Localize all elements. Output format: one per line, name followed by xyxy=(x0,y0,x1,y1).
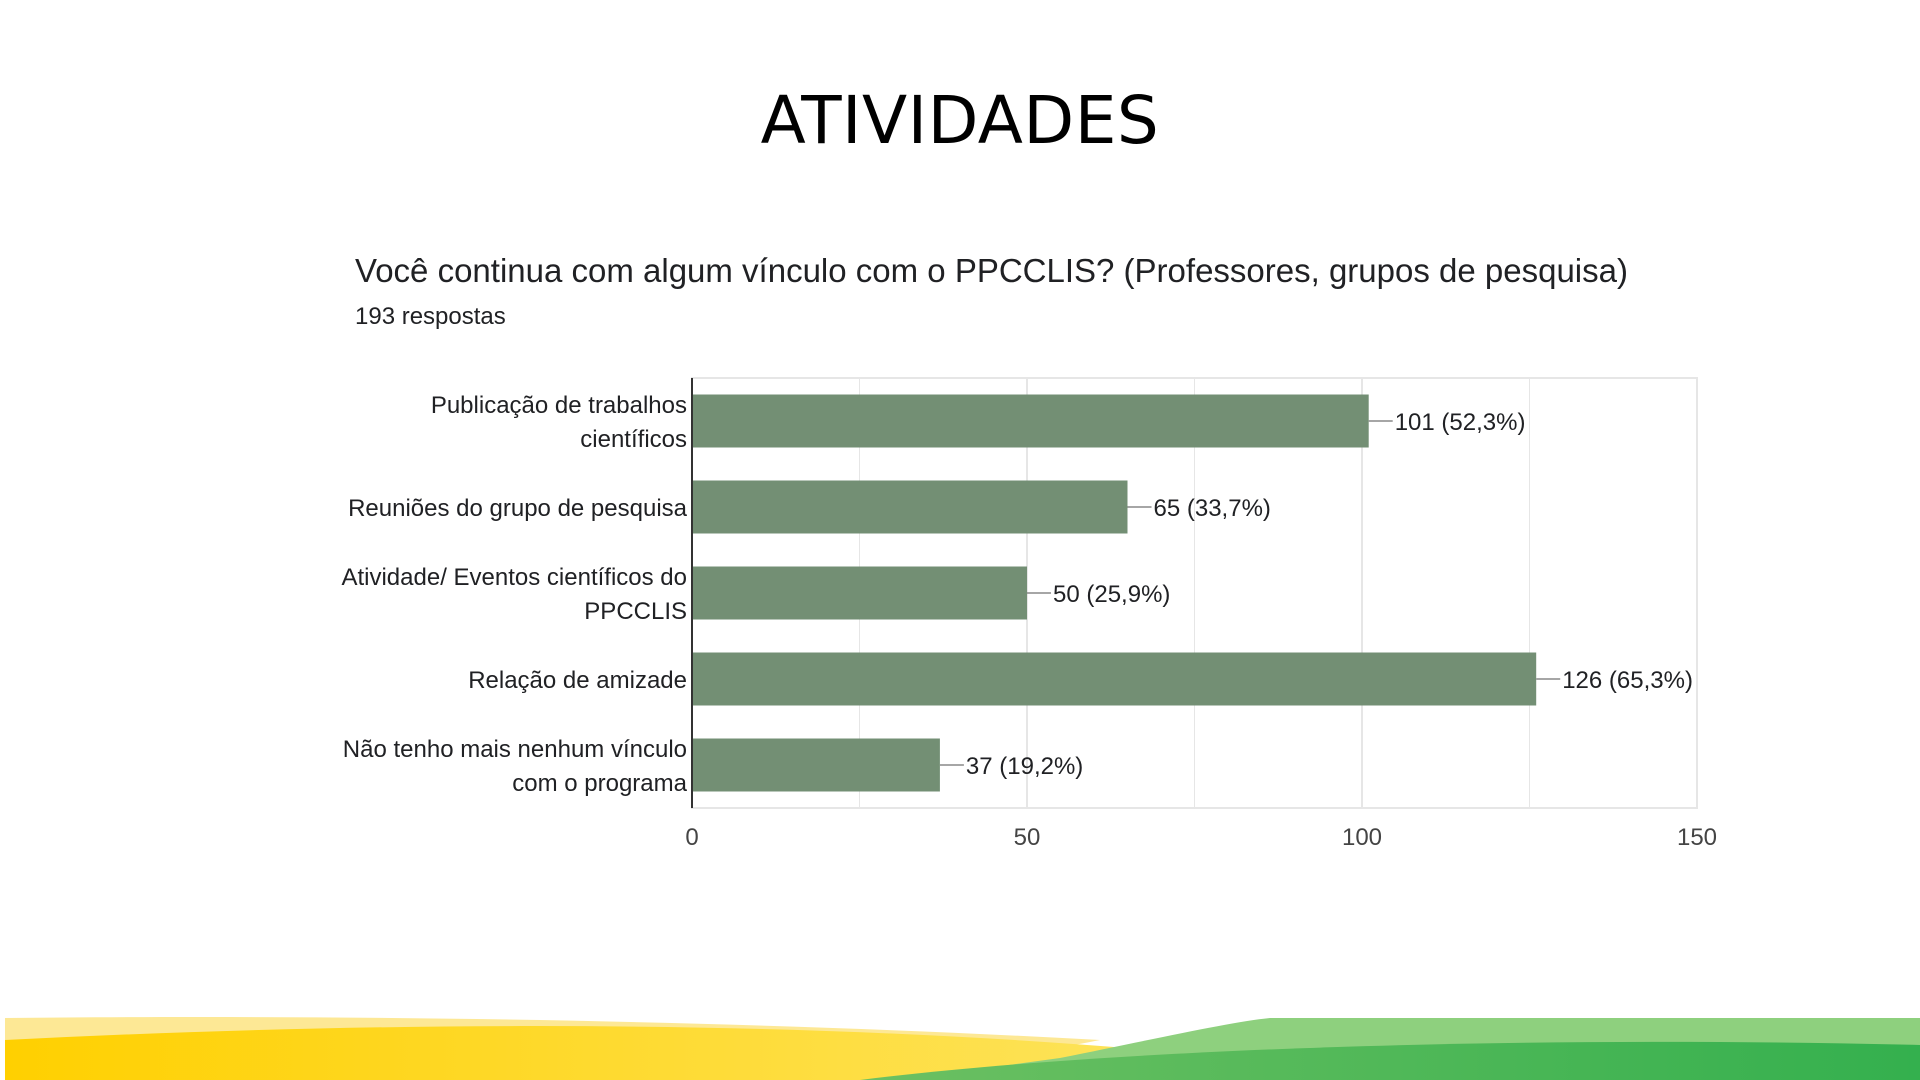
band-green xyxy=(860,1041,1920,1080)
x-tick-label: 0 xyxy=(685,824,698,851)
bar-4 xyxy=(692,738,940,792)
data-label: 126 (65,3%) xyxy=(1562,667,1693,694)
category-label: Publicação de trabalhos xyxy=(431,392,687,419)
question-title: Você continua com algum vínculo com o PP… xyxy=(355,252,1628,289)
x-tick-label: 50 xyxy=(1014,824,1041,851)
category-label: Relação de amizade xyxy=(468,667,687,694)
category-label: científicos xyxy=(580,426,687,453)
category-label: com o programa xyxy=(512,770,687,797)
data-label: 101 (52,3%) xyxy=(1395,409,1526,436)
slide-title: ATIVIDADES xyxy=(760,82,1160,159)
x-tick-label: 100 xyxy=(1342,824,1382,851)
category-label: PPCCLIS xyxy=(584,598,687,625)
x-tick-label: 150 xyxy=(1677,824,1717,851)
category-label: Não tenho mais nenhum vínculo xyxy=(343,736,687,763)
footer-color-band xyxy=(5,1017,1920,1080)
bar-0 xyxy=(692,394,1369,448)
response-count: 193 respostas xyxy=(355,303,506,330)
data-label: 65 (33,7%) xyxy=(1154,495,1271,522)
bar-1 xyxy=(692,480,1128,534)
bar-chart: 101 (52,3%) Publicação de trabalhos cientí… xyxy=(341,377,1717,851)
band-yellow xyxy=(5,1026,1150,1080)
category-label: Atividade/ Eventos científicos do xyxy=(341,564,687,591)
bar-3 xyxy=(692,652,1537,706)
bar-2 xyxy=(692,566,1027,620)
data-label: 50 (25,9%) xyxy=(1053,581,1170,608)
category-label: Reuniões do grupo de pesquisa xyxy=(348,495,688,522)
data-label: 37 (19,2%) xyxy=(966,753,1083,780)
